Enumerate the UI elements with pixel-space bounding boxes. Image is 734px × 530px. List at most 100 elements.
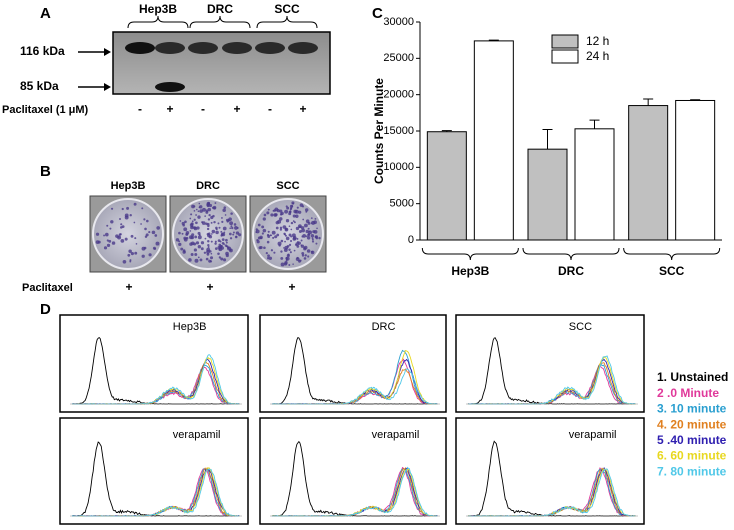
legend-label: 5 .40 minute [657,433,727,447]
colony [263,213,267,217]
colony [256,238,259,242]
colony [214,247,218,250]
colony [313,229,318,234]
colony [198,202,201,205]
colony [210,215,214,220]
colony [307,255,310,258]
bar [574,128,615,241]
colony [208,213,211,217]
y-tick-label: 25000 [383,52,414,64]
colony [310,250,315,255]
colony [261,232,264,235]
colony [223,258,227,262]
colony [228,232,232,236]
x-tick-label: DRC [558,264,584,278]
histogram-box [259,417,447,525]
box-label: Hep3B [173,321,207,333]
colony [210,233,213,235]
colony [267,254,270,258]
colony [189,242,193,246]
sign: + [288,280,295,294]
colony [193,218,196,221]
marker-label: 85 kDa [20,79,59,93]
colony [130,234,134,238]
sign: - [268,102,272,116]
colony [307,233,310,236]
colony [303,247,307,251]
colony [181,232,184,235]
colony [286,206,290,210]
colony [146,219,149,223]
sign: + [166,102,173,116]
colony [273,209,277,212]
colony [194,253,198,256]
colony [267,230,270,233]
colony [221,220,224,223]
panel-label: B [40,163,51,180]
colony [222,226,227,231]
colony [207,246,210,249]
colony [110,220,114,224]
colony [191,220,194,223]
band [255,42,285,54]
colony [298,230,302,234]
band [222,42,252,54]
colony [279,228,283,231]
well [92,198,164,270]
colony [210,221,213,224]
legend-label: 24 h [586,49,609,63]
colony [126,206,130,210]
colony [115,234,119,238]
colony [292,202,294,205]
legend-label: 4. 20 minute [657,417,727,431]
y-tick-label: 20000 [383,89,414,101]
colony [284,209,289,214]
colony [238,233,242,237]
colony [212,205,217,210]
marker-label: 116 kDa [20,44,65,58]
colony [266,256,270,260]
colony [95,232,100,236]
colony [229,237,233,240]
colony [288,225,291,228]
colony [210,252,213,255]
colony [280,239,284,243]
error-bar [643,98,654,106]
colony [128,249,132,254]
colony [121,207,124,211]
colony [290,221,294,225]
bracket [522,247,620,261]
colony [122,259,127,264]
colony [293,249,296,252]
colony [120,223,123,226]
colony [141,254,145,258]
colony [190,213,193,216]
group-label: SCC [274,2,300,16]
colony [314,217,317,220]
colony [225,241,228,244]
colony [199,205,203,209]
colony [133,221,136,224]
colony [270,213,274,217]
colony [105,232,109,237]
treatment-label: Paclitaxel [22,282,73,294]
colony [197,256,200,259]
colony [207,224,210,228]
colony [283,248,288,253]
blot [112,31,331,95]
group-label: DRC [207,2,233,16]
colony [255,228,258,231]
colony [221,232,226,237]
colony [283,233,286,236]
colony [296,237,299,240]
colony [155,241,160,246]
colony [219,240,222,243]
colony [207,207,212,212]
sign: + [125,280,132,294]
colony [140,223,142,225]
colony [232,231,235,234]
colony [134,251,138,255]
y-tick-label: 15000 [383,125,414,137]
histogram-box [259,314,447,413]
colony [301,254,305,257]
